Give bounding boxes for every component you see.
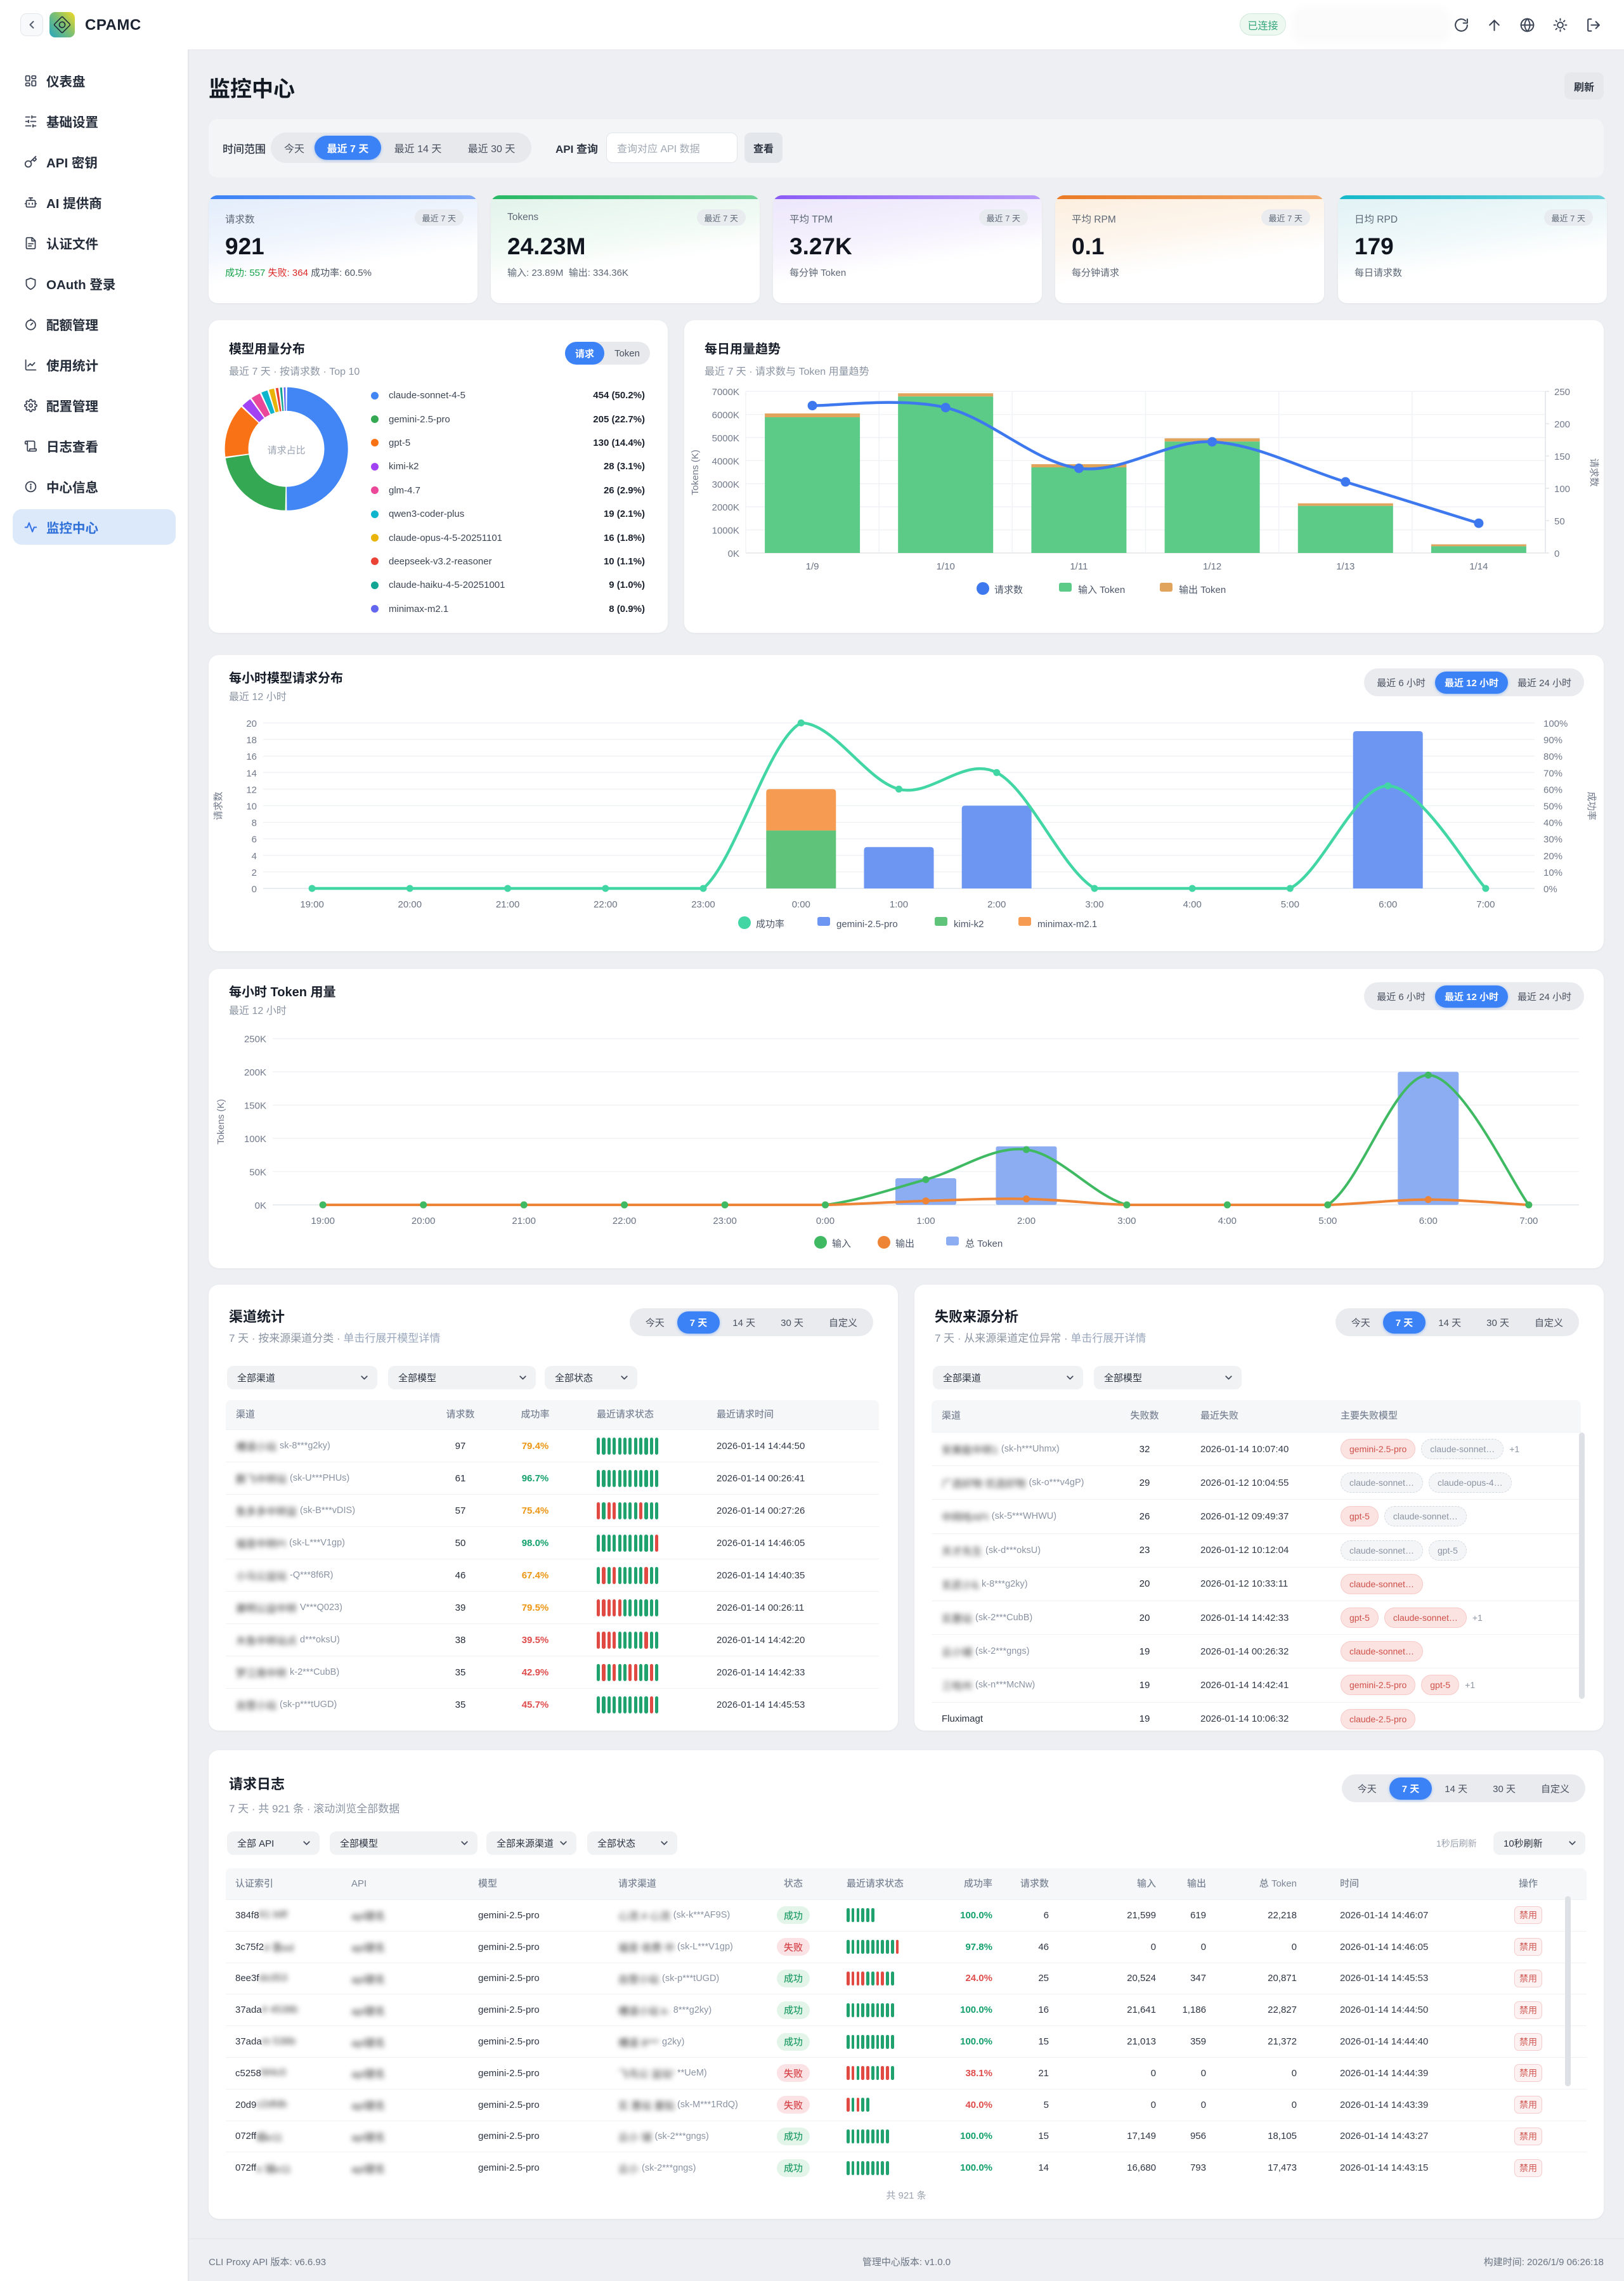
svg-text:kimi-k2: kimi-k2 bbox=[954, 919, 984, 930]
svg-text:16: 16 bbox=[246, 751, 257, 762]
svg-text:0:00: 0:00 bbox=[792, 899, 810, 910]
svg-text:4000K: 4000K bbox=[712, 456, 739, 467]
svg-text:200K: 200K bbox=[244, 1067, 266, 1078]
svg-text:20:00: 20:00 bbox=[398, 899, 422, 910]
svg-text:3000K: 3000K bbox=[712, 479, 739, 490]
svg-text:22:00: 22:00 bbox=[613, 1216, 637, 1226]
svg-text:1/9: 1/9 bbox=[806, 561, 819, 572]
svg-text:请求占比: 请求占比 bbox=[268, 445, 306, 456]
svg-text:1:00: 1:00 bbox=[890, 899, 908, 910]
svg-text:minimax-m2.1: minimax-m2.1 bbox=[1037, 919, 1097, 930]
svg-text:7000K: 7000K bbox=[712, 387, 739, 398]
svg-text:50%: 50% bbox=[1543, 802, 1562, 812]
svg-text:1/13: 1/13 bbox=[1336, 561, 1354, 572]
svg-text:2: 2 bbox=[252, 868, 257, 878]
svg-text:18: 18 bbox=[246, 735, 257, 746]
svg-text:7:00: 7:00 bbox=[1476, 899, 1495, 910]
svg-text:250K: 250K bbox=[244, 1034, 266, 1045]
svg-text:2:00: 2:00 bbox=[987, 899, 1006, 910]
svg-text:5:00: 5:00 bbox=[1281, 899, 1299, 910]
svg-text:22:00: 22:00 bbox=[594, 899, 618, 910]
svg-text:150K: 150K bbox=[244, 1101, 266, 1112]
svg-text:1/11: 1/11 bbox=[1070, 561, 1088, 572]
svg-text:10: 10 bbox=[246, 802, 257, 812]
svg-text:10%: 10% bbox=[1543, 868, 1562, 878]
svg-text:输出 Token: 输出 Token bbox=[1179, 585, 1226, 595]
svg-text:请求数: 请求数 bbox=[213, 791, 224, 820]
svg-text:14: 14 bbox=[246, 768, 257, 779]
svg-text:21:00: 21:00 bbox=[512, 1216, 536, 1226]
svg-text:0K: 0K bbox=[255, 1200, 266, 1211]
svg-text:60%: 60% bbox=[1543, 784, 1562, 795]
svg-text:2000K: 2000K bbox=[712, 502, 739, 513]
svg-text:0:00: 0:00 bbox=[816, 1216, 835, 1226]
svg-text:Tokens (K): Tokens (K) bbox=[216, 1099, 226, 1145]
svg-text:Tokens (K): Tokens (K) bbox=[690, 450, 701, 495]
svg-text:4:00: 4:00 bbox=[1218, 1216, 1237, 1226]
svg-text:4: 4 bbox=[252, 851, 257, 862]
svg-text:80%: 80% bbox=[1543, 751, 1562, 762]
svg-text:1:00: 1:00 bbox=[916, 1216, 935, 1226]
svg-text:1/10: 1/10 bbox=[937, 561, 955, 572]
svg-text:70%: 70% bbox=[1543, 768, 1562, 779]
svg-text:0: 0 bbox=[252, 884, 257, 895]
svg-text:成功率: 成功率 bbox=[756, 919, 784, 930]
svg-text:0: 0 bbox=[1554, 549, 1559, 559]
svg-text:3:00: 3:00 bbox=[1117, 1216, 1136, 1226]
svg-text:100: 100 bbox=[1554, 484, 1570, 495]
svg-text:250: 250 bbox=[1554, 387, 1570, 398]
svg-text:100K: 100K bbox=[244, 1134, 266, 1145]
svg-text:50: 50 bbox=[1554, 516, 1565, 527]
svg-text:20:00: 20:00 bbox=[412, 1216, 436, 1226]
svg-text:23:00: 23:00 bbox=[691, 899, 715, 910]
svg-text:12: 12 bbox=[246, 784, 257, 795]
svg-text:23:00: 23:00 bbox=[713, 1216, 737, 1226]
svg-text:20%: 20% bbox=[1543, 851, 1562, 862]
svg-text:20: 20 bbox=[246, 718, 257, 729]
svg-text:输出: 输出 bbox=[895, 1238, 914, 1249]
svg-text:7:00: 7:00 bbox=[1519, 1216, 1538, 1226]
svg-text:0%: 0% bbox=[1543, 884, 1557, 895]
svg-text:输入 Token: 输入 Token bbox=[1078, 585, 1125, 595]
svg-text:19:00: 19:00 bbox=[311, 1216, 335, 1226]
svg-text:90%: 90% bbox=[1543, 735, 1562, 746]
svg-text:5000K: 5000K bbox=[712, 433, 739, 444]
svg-text:30%: 30% bbox=[1543, 835, 1562, 845]
svg-text:19:00: 19:00 bbox=[300, 899, 324, 910]
svg-text:8: 8 bbox=[252, 818, 257, 829]
svg-text:21:00: 21:00 bbox=[496, 899, 520, 910]
svg-text:1000K: 1000K bbox=[712, 526, 739, 536]
svg-text:100%: 100% bbox=[1543, 718, 1568, 729]
svg-text:请求数: 请求数 bbox=[994, 585, 1023, 595]
svg-text:150: 150 bbox=[1554, 452, 1570, 462]
svg-text:总 Token: 总 Token bbox=[965, 1238, 1003, 1249]
svg-text:6:00: 6:00 bbox=[1379, 899, 1397, 910]
svg-text:输入: 输入 bbox=[832, 1238, 851, 1249]
svg-text:3:00: 3:00 bbox=[1085, 899, 1103, 910]
svg-text:1/14: 1/14 bbox=[1469, 561, 1488, 572]
svg-text:40%: 40% bbox=[1543, 818, 1562, 829]
svg-text:成功率: 成功率 bbox=[1586, 791, 1597, 820]
svg-text:0K: 0K bbox=[728, 549, 739, 559]
svg-text:4:00: 4:00 bbox=[1183, 899, 1202, 910]
svg-text:50K: 50K bbox=[249, 1167, 266, 1178]
svg-text:6000K: 6000K bbox=[712, 410, 739, 421]
svg-text:5:00: 5:00 bbox=[1318, 1216, 1337, 1226]
svg-text:gemini-2.5-pro: gemini-2.5-pro bbox=[836, 919, 898, 930]
svg-text:2:00: 2:00 bbox=[1017, 1216, 1036, 1226]
svg-text:6: 6 bbox=[252, 835, 257, 845]
svg-text:1/12: 1/12 bbox=[1203, 561, 1221, 572]
svg-text:请求数: 请求数 bbox=[1588, 458, 1599, 486]
svg-text:200: 200 bbox=[1554, 419, 1570, 430]
svg-text:6:00: 6:00 bbox=[1419, 1216, 1438, 1226]
